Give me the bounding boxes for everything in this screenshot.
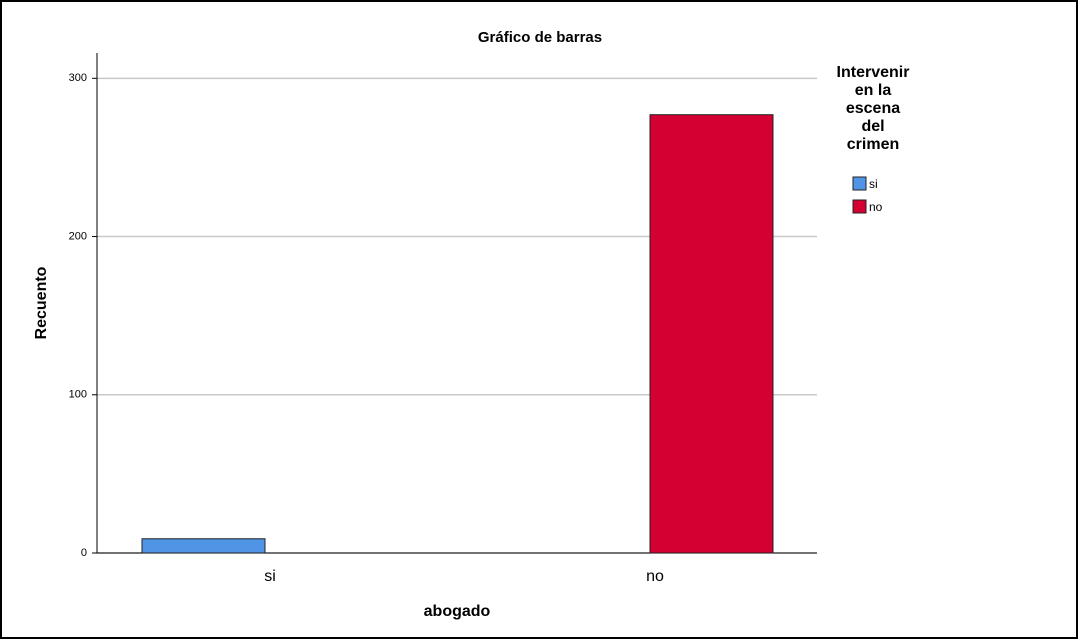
legend-title: del [861,118,884,135]
chart-title: Gráfico de barras [478,29,602,46]
legend-title: en la [855,82,892,99]
legend-label: si [869,177,878,191]
x-axis-label: abogado [424,603,491,620]
bar [649,114,774,554]
legend-swatch [852,199,867,214]
x-tick-label: no [646,568,664,585]
y-tick-label: 300 [69,72,87,84]
y-axis-label: Recuento [33,266,50,339]
bar [141,538,266,554]
legend-label: no [869,200,883,214]
y-tick-label: 200 [69,230,87,242]
legend-swatch [852,176,867,191]
y-tick-label: 100 [69,389,87,401]
x-tick-label: si [264,568,276,585]
legend-title: escena [846,100,900,117]
legend-title: Intervenir [837,64,910,81]
y-tick-label: 0 [81,547,87,559]
legend-title: crimen [847,136,899,153]
